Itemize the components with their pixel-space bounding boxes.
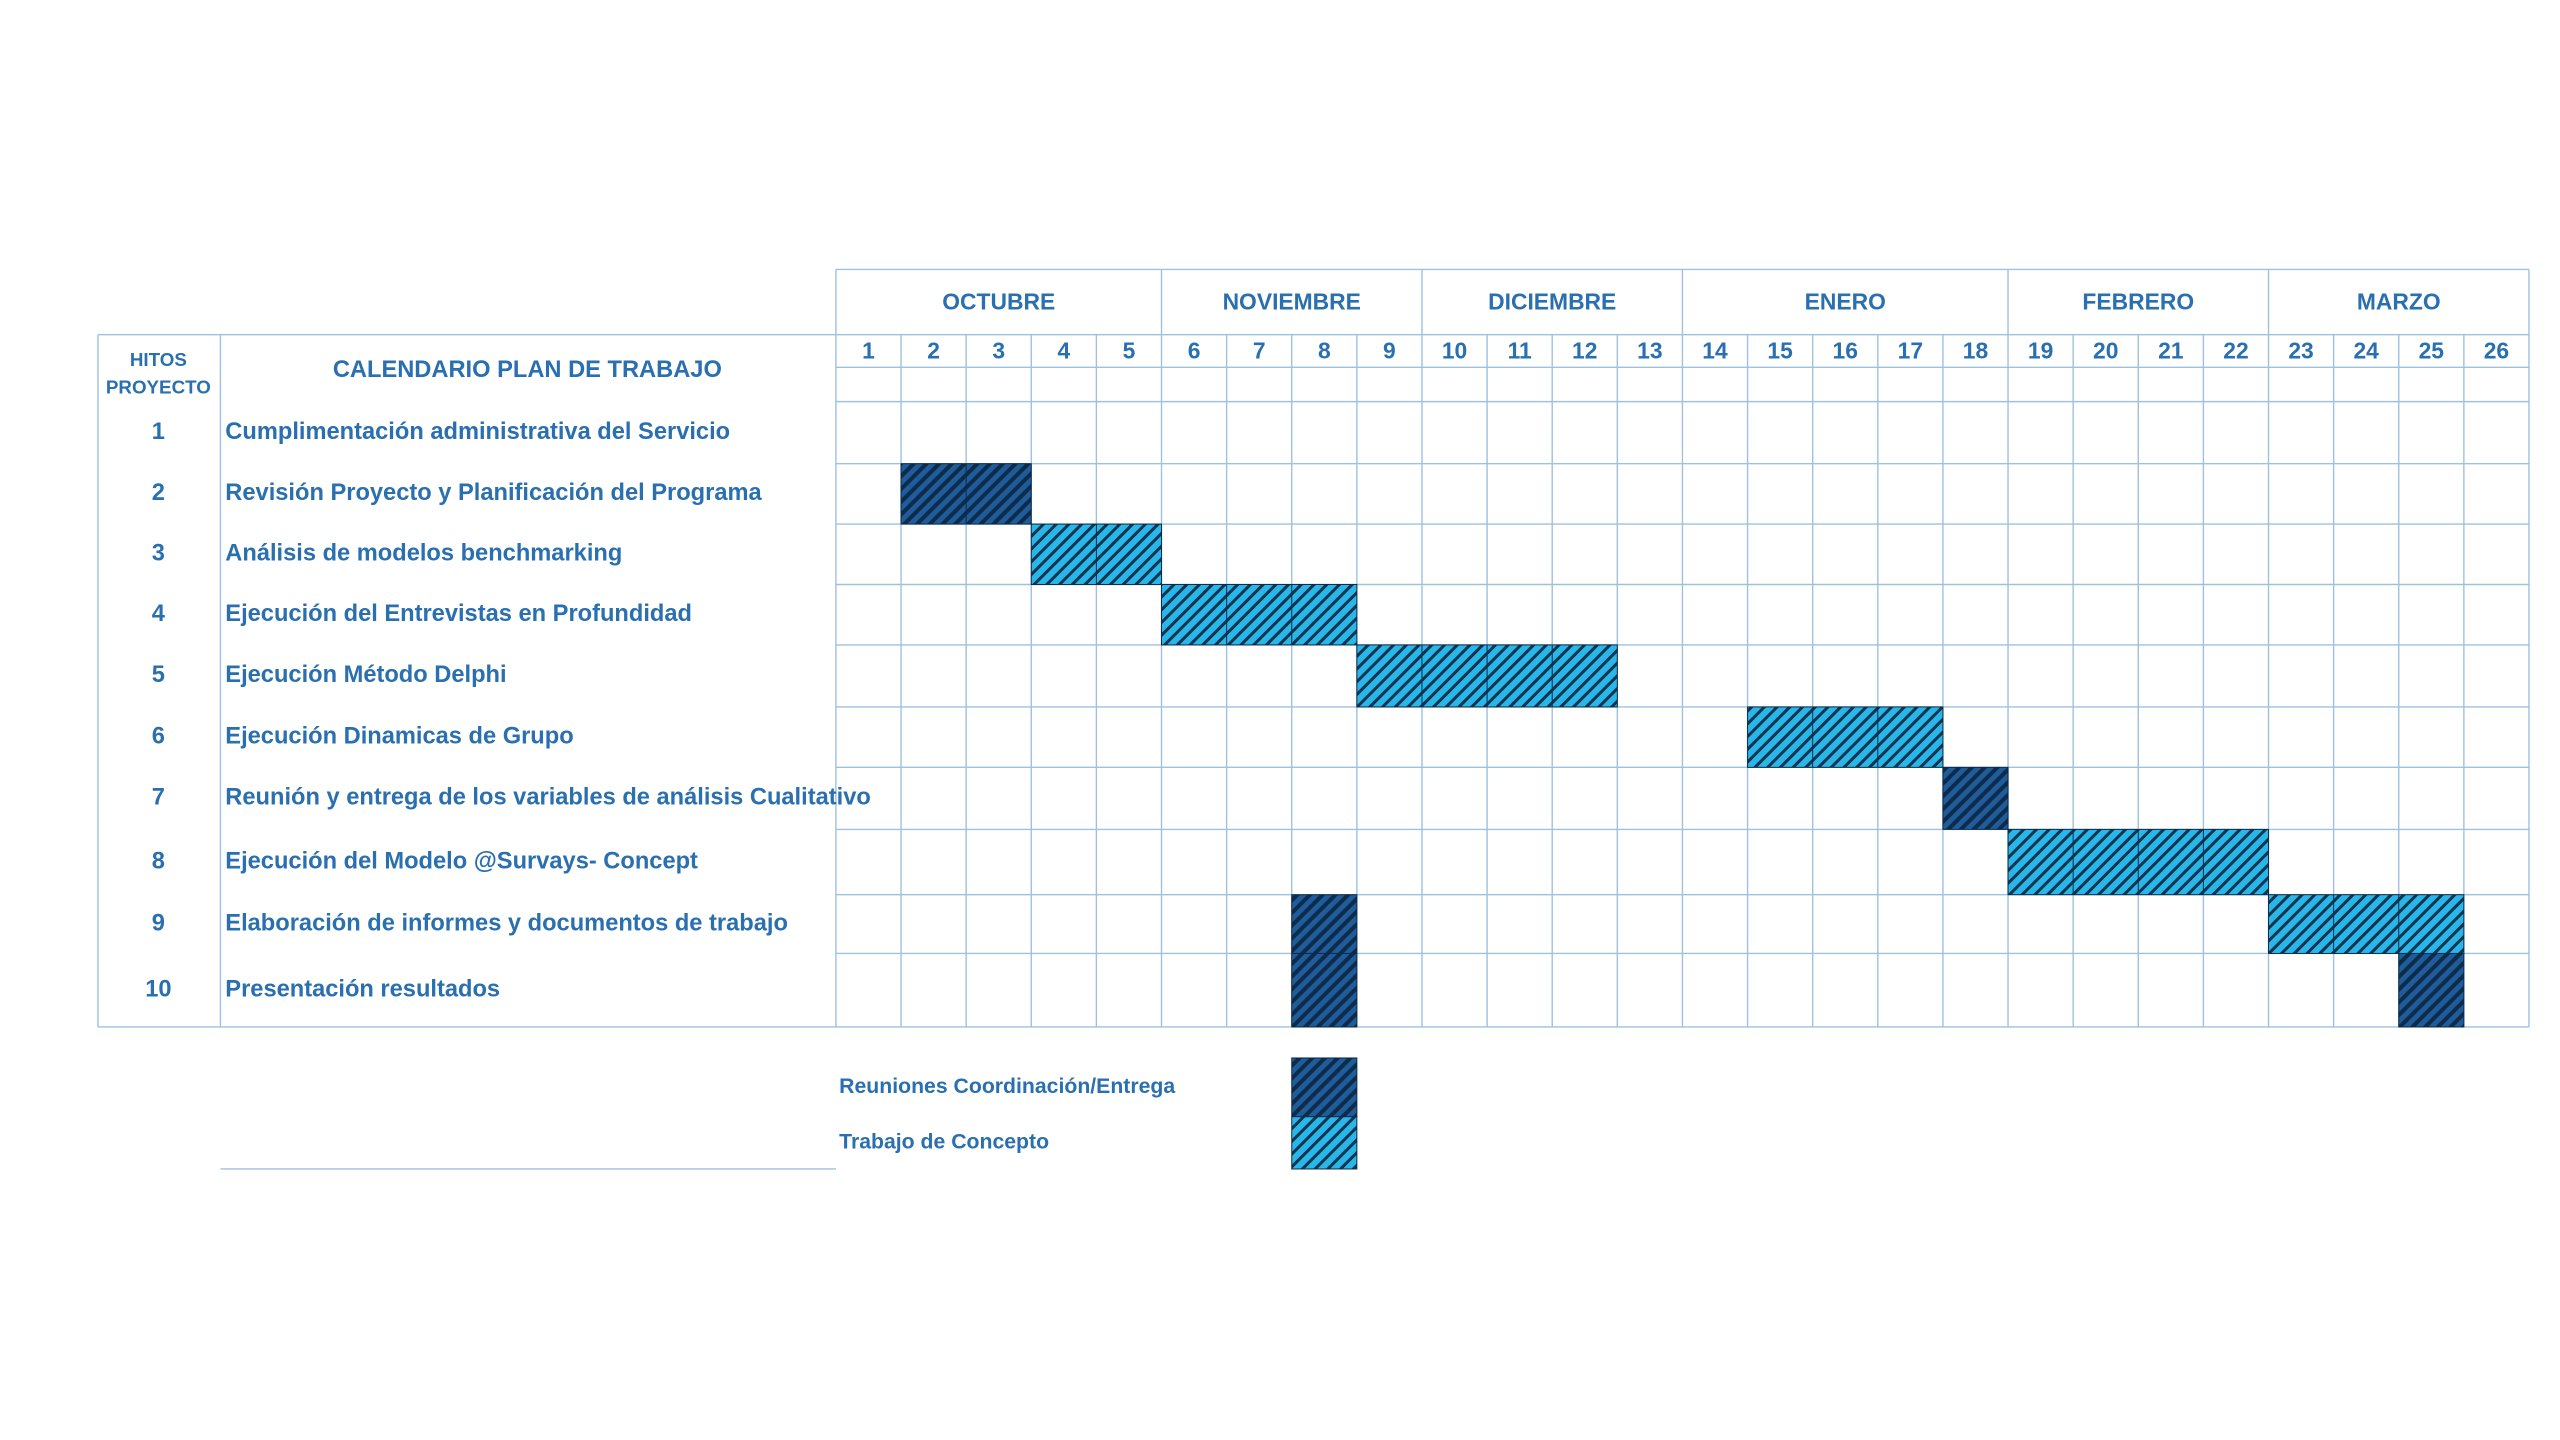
week-label: 16 <box>1833 338 1858 364</box>
month-label-febrero: FEBRERO <box>2082 289 2194 315</box>
week-label: 19 <box>2028 338 2053 364</box>
week-label: 2 <box>927 338 940 364</box>
week-label: 11 <box>1508 338 1532 364</box>
task-number: 7 <box>152 785 165 811</box>
legend-swatch-trabajo <box>1291 1116 1358 1170</box>
table-title: CALENDARIO PLAN DE TRABAJO <box>333 357 722 383</box>
week-label: 4 <box>1057 338 1070 364</box>
week-label: 24 <box>2353 338 2379 364</box>
bar-trabajo-task-6 <box>1747 706 1944 768</box>
week-label: 26 <box>2484 338 2509 364</box>
task-number: 5 <box>152 662 165 688</box>
month-label-enero: ENERO <box>1805 289 1886 315</box>
hitos-header: HITOS <box>130 349 187 370</box>
bar-reunion-task-9 <box>1291 894 1358 954</box>
bar-reunion-task-10 <box>2398 952 2465 1028</box>
week-label: 10 <box>1442 338 1467 364</box>
task-label: Ejecución Dinamicas de Grupo <box>225 723 573 749</box>
week-label: 7 <box>1253 338 1266 364</box>
week-label: 17 <box>1898 338 1923 364</box>
task-number: 2 <box>152 480 165 506</box>
week-label: 3 <box>992 338 1005 364</box>
task-label: Presentación resultados <box>225 976 500 1002</box>
task-number: 8 <box>152 848 165 874</box>
task-label: Análisis de modelos benchmarking <box>225 541 622 567</box>
grid-lines <box>97 268 2530 1170</box>
week-label: 9 <box>1383 338 1396 364</box>
task-label: Ejecución del Modelo @Survays- Concept <box>225 848 698 874</box>
hitos-header: PROYECTO <box>106 377 211 398</box>
week-label: 18 <box>1963 338 1988 364</box>
week-label: 15 <box>1767 338 1793 364</box>
task-label: Revisión Proyecto y Planificación del Pr… <box>225 480 762 506</box>
bar-trabajo-task-9 <box>2268 894 2465 954</box>
task-label: Ejecución del Entrevistas en Profundidad <box>225 601 692 627</box>
week-label: 20 <box>2093 338 2118 364</box>
week-label: 6 <box>1188 338 1201 364</box>
task-label: Cumplimentación administrativa del Servi… <box>225 419 730 445</box>
chart-labels: OCTUBRE NOVIEMBRE DICIEMBRE ENERO FEBRERO MAR… <box>106 289 2509 1154</box>
task-number: 3 <box>152 541 165 567</box>
week-label: 22 <box>2223 338 2248 364</box>
month-label-noviembre: NOVIEMBRE <box>1223 289 1361 315</box>
legend-label: Trabajo de Concepto <box>839 1130 1049 1153</box>
task-label: Ejecución Método Delphi <box>225 662 506 688</box>
bar-reunion-task-10 <box>1291 952 1358 1028</box>
month-label-diciembre: DICIEMBRE <box>1488 289 1616 315</box>
week-label: 23 <box>2288 338 2313 364</box>
legend-swatch-reunion <box>1291 1057 1358 1118</box>
month-label-marzo: MARZO <box>2357 289 2441 315</box>
week-label: 1 <box>862 338 875 364</box>
task-label: Elaboración de informes y documentos de … <box>225 910 788 936</box>
week-label: 8 <box>1318 338 1331 364</box>
task-number: 4 <box>152 601 166 627</box>
task-label: Reunión y entrega de los variables de an… <box>225 785 871 811</box>
month-label-octubre: OCTUBRE <box>942 289 1055 315</box>
week-label: 5 <box>1123 338 1136 364</box>
task-number: 10 <box>145 976 171 1002</box>
bar-reunion-task-7 <box>1942 766 2009 830</box>
week-label: 25 <box>2419 338 2445 364</box>
task-number: 6 <box>152 723 165 749</box>
week-label: 12 <box>1572 338 1597 364</box>
legend-label: Reuniones Coordinación/Entrega <box>839 1075 1175 1098</box>
week-label: 13 <box>1637 338 1662 364</box>
bar-trabajo-task-4 <box>1161 583 1358 646</box>
week-label: 14 <box>1702 338 1728 364</box>
task-number: 1 <box>152 419 165 445</box>
week-label: 21 <box>2158 338 2184 364</box>
task-number: 9 <box>152 910 165 936</box>
task-bars <box>900 463 2465 1170</box>
